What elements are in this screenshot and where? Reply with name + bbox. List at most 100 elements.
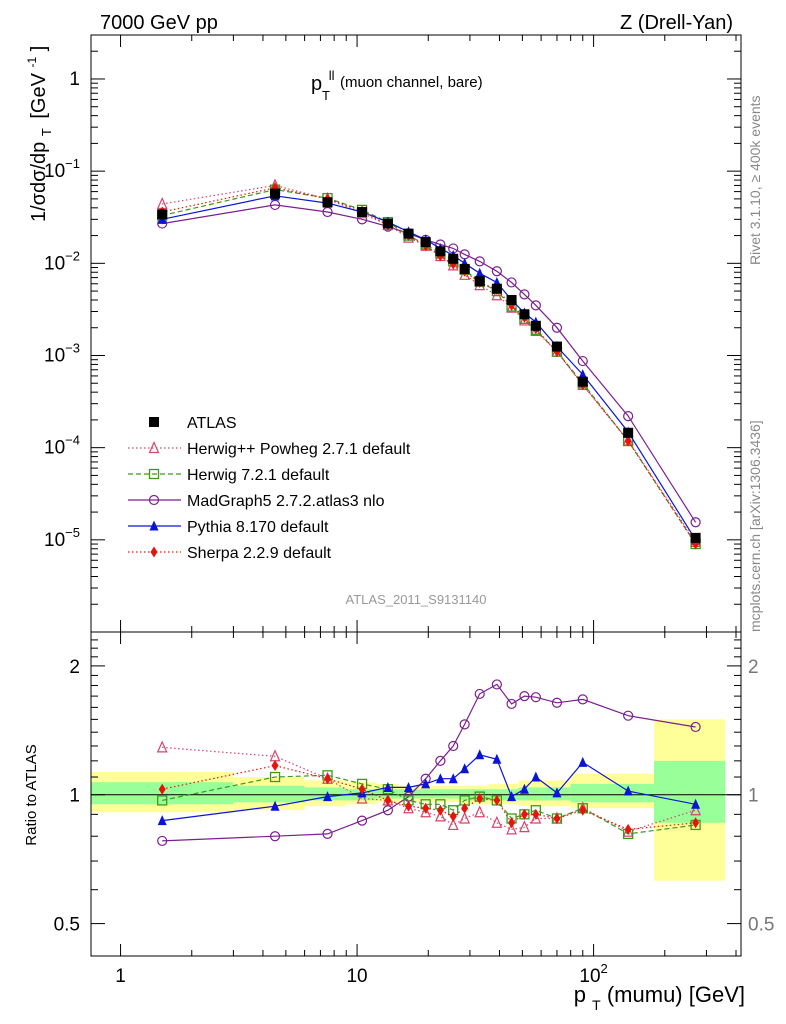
main-data-point [459,263,470,274]
observable-main: p [311,73,322,95]
main-y-axis-label: 1/σdσ/dp T [GeV -1 ] [19,46,56,222]
ratio-data-point [157,795,168,806]
main-data-point [530,300,541,311]
main-data-point [519,289,530,300]
main-y-tick-label: 10−2 [44,248,80,274]
ratio-plot-area [91,679,741,881]
ratio-data-point [269,831,281,842]
ratio-data-point [475,749,485,760]
observable-superscript: ll [329,68,335,83]
ratio-x-ticks: 1 10 102 [115,632,737,987]
main-y-axis-label-unit-sup: -1 [25,56,39,67]
x-tick-label: 102 [579,961,607,987]
main-data-point [624,435,632,447]
ratio-data-point [271,760,279,772]
legend-label: MadGraph5 2.7.2.atlas3 nlo [187,493,385,510]
ratio-data-point [519,783,529,794]
main-data-point [403,228,414,239]
ratio-data-point [356,791,368,804]
main-panel-frame [90,34,742,633]
ratio-data-point [460,763,470,774]
ratio-data-point [624,823,632,835]
main-data-point [357,207,368,218]
ratio-data-point [324,773,332,785]
main-data-point [269,199,281,211]
main-y-axis-label-unit: [GeV [28,72,50,118]
ratio-data-point [434,809,446,822]
main-data-point [382,218,393,229]
ratio-data-point [492,753,502,764]
main-data-point [491,288,503,301]
ratio-data-point [447,817,459,831]
ratio-data-point [158,783,166,795]
main-series-3 [157,199,701,528]
ratio-data-point [578,756,588,767]
ratio-data-point [579,804,587,816]
x-tick-label: 10 [346,966,367,987]
observable-subscript: T [322,88,330,103]
main-data-point [474,276,485,287]
ratio-y-tick-label: 2 [69,657,80,678]
ratio-data-point [435,755,446,766]
ratio-data-point [552,787,562,798]
ratio-data-point [531,771,541,782]
ratio-data-point [493,794,501,806]
main-series-0 [157,188,701,543]
main-y-tick-label: 10−3 [44,340,80,366]
ratio-data-point [519,691,530,702]
legend-marker [150,546,158,558]
main-data-point [519,309,530,320]
main-data-point [474,256,485,267]
ratio-series-5 [158,760,700,835]
main-data-point [448,253,459,264]
ratio-data-point [384,794,392,806]
ratio-data-point [270,800,280,811]
ratio-data-point [691,798,701,809]
main-data-point [530,320,541,331]
x-axis-label: p T (mumu) [GeV] [574,982,745,1015]
ratio-panel: 1 10 102 2 2 1 1 0.5 0.5 Ratio to ATLAS [23,631,774,987]
x-axis-label-rest: (mumu) [GeV] [607,982,745,1007]
x-axis-label-main: p [574,982,586,1007]
main-data-point [506,277,517,288]
ratio-y-axis-label: Ratio to ATLAS [23,744,40,845]
ratio-data-point [508,817,516,829]
main-y-tick-label: 10−1 [44,156,80,182]
ratio-data-point [518,820,530,833]
ratio-band-inner [233,785,305,803]
ratio-data-point [520,808,528,820]
ratio-data-point [532,808,540,820]
legend-label: ATLAS [187,415,237,432]
analysis-id-label: ATLAS_2011_S9131140 [346,592,487,607]
ratio-data-point [322,828,333,840]
main-data-point [270,188,281,199]
main-data-point [322,197,333,208]
main-y-tick-label: 1 [69,69,80,90]
main-panel: 1 10−1 10−2 10−3 10−4 10−5 p ll T (muon chann… [19,34,742,633]
ratio-panel-frame [90,631,742,957]
ratio-data-point [577,694,588,705]
ratio-band-inner [304,787,347,801]
main-data-point [420,237,431,248]
ratio-data-point [623,710,634,721]
legend-marker [149,520,159,531]
ratio-data-point [157,835,168,847]
ratio-data-point [157,815,167,826]
ratio-data-point [690,721,701,733]
main-data-point [623,427,634,438]
ratio-data-point [474,805,486,818]
ratio-y-tick-label: 1 [69,786,80,807]
ratio-data-point [435,773,445,784]
main-y-axis-label-main: 1/σdσ/dp [28,142,50,222]
ratio-data-point [358,783,366,795]
observable-label: p ll [311,68,335,95]
main-y-tick-label: 10−5 [44,525,80,551]
ratio-series-3 [157,679,701,847]
main-series-1 [156,178,702,547]
main-x-ticks [120,35,737,632]
observable-description: (muon channel, bare) [340,74,483,91]
ratio-data-point [491,815,503,828]
ratio-data-point [420,805,432,818]
legend: ATLAS Herwig++ Powheg 2.7.1 default Herwig… [128,415,411,562]
